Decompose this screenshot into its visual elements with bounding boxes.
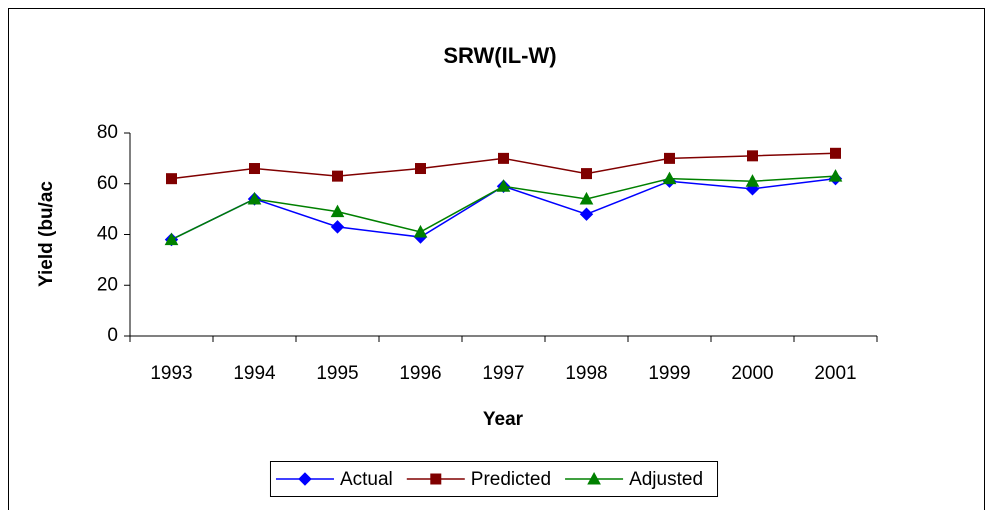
data-point bbox=[413, 224, 428, 238]
chart-border bbox=[8, 8, 985, 510]
y-tick-label: 40 bbox=[97, 224, 118, 245]
data-point bbox=[249, 163, 260, 175]
data-point bbox=[579, 191, 594, 205]
data-point bbox=[662, 171, 677, 185]
x-tick-label: 1998 bbox=[565, 363, 607, 384]
y-axis-label: Yield (bu/ac bbox=[36, 181, 57, 287]
data-point bbox=[164, 232, 179, 246]
data-point bbox=[828, 169, 843, 182]
data-point bbox=[830, 147, 841, 159]
legend-label: Actual bbox=[340, 469, 393, 490]
x-tick-label: 1996 bbox=[399, 363, 441, 384]
legend-marker bbox=[298, 472, 312, 486]
legend-box bbox=[269, 461, 719, 497]
x-tick-label: 1999 bbox=[648, 363, 690, 384]
data-point bbox=[579, 207, 594, 221]
x-axis-label: Year bbox=[483, 409, 524, 430]
legend-label: Adjusted bbox=[629, 469, 703, 490]
data-point bbox=[664, 152, 675, 164]
x-tick-label: 1994 bbox=[233, 363, 276, 384]
data-point bbox=[330, 204, 345, 218]
x-tick-label: 1997 bbox=[482, 363, 524, 384]
data-point bbox=[498, 152, 509, 164]
x-tick-label: 1993 bbox=[150, 363, 192, 384]
legend-label: Predicted bbox=[471, 469, 551, 490]
x-tick-label: 1995 bbox=[316, 363, 358, 384]
chart-title: SRW(IL-W) bbox=[443, 43, 556, 68]
legend-marker bbox=[430, 473, 442, 485]
x-tick-label: 2001 bbox=[814, 363, 856, 384]
y-tick-label: 0 bbox=[107, 325, 118, 346]
y-tick-label: 60 bbox=[97, 173, 118, 194]
data-point bbox=[332, 170, 343, 182]
x-tick-label: 2000 bbox=[731, 363, 773, 384]
data-point bbox=[496, 179, 511, 192]
data-point bbox=[247, 191, 262, 205]
y-tick-label: 20 bbox=[97, 274, 118, 295]
data-point bbox=[581, 168, 592, 180]
data-point bbox=[415, 163, 426, 175]
data-point bbox=[747, 150, 758, 162]
data-point bbox=[330, 220, 345, 234]
data-point bbox=[166, 173, 177, 185]
legend-marker bbox=[587, 471, 601, 485]
y-tick-label: 80 bbox=[97, 122, 118, 143]
data-point bbox=[745, 174, 760, 187]
